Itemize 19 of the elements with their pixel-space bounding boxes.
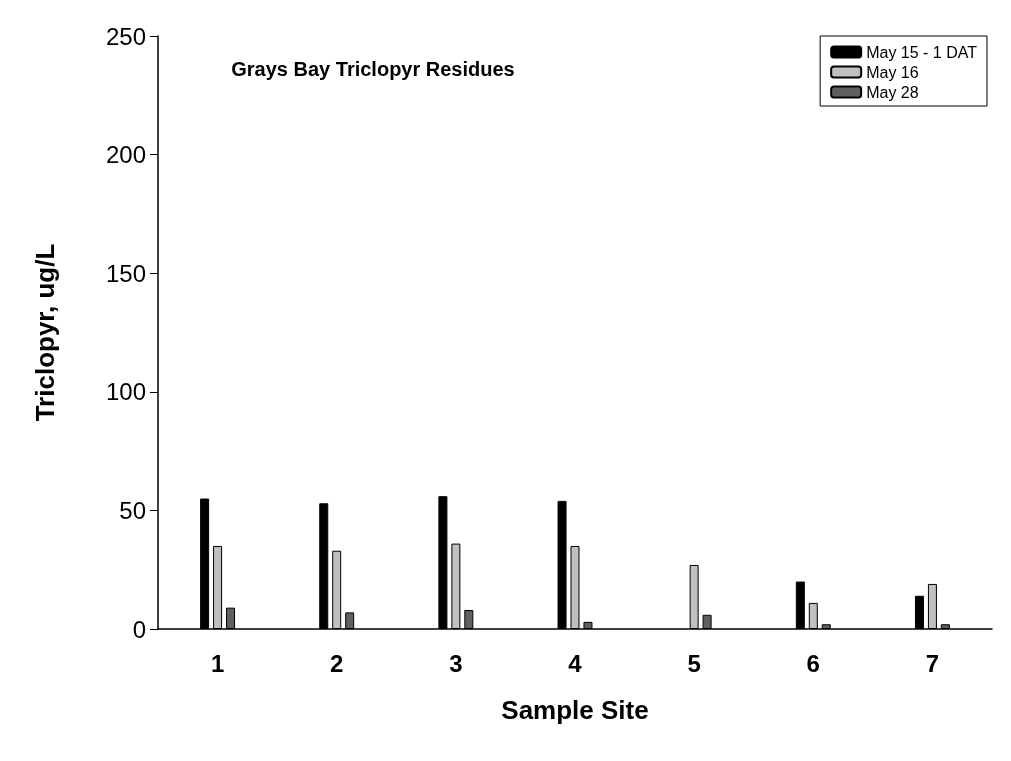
y-tick-label: 0	[132, 615, 146, 643]
y-tick-label: 50	[119, 496, 146, 524]
x-axis-title: Sample Site	[501, 695, 649, 725]
legend-label: May 28	[866, 83, 919, 101]
x-tick-label: 2	[330, 649, 344, 677]
x-tick-label: 4	[568, 649, 583, 677]
x-tick-label: 6	[806, 649, 820, 677]
x-tick-label: 1	[210, 649, 225, 677]
y-tick-label: 250	[105, 22, 146, 50]
x-tick-label: 3	[449, 649, 463, 677]
legend-label: May 16	[866, 63, 919, 81]
x-tick-label: 5	[687, 649, 701, 677]
x-tick-label: 7	[925, 649, 940, 677]
legend-label: May 15 - 1 DAT	[866, 43, 978, 61]
y-tick-label: 150	[105, 259, 146, 287]
y-tick-label: 100	[105, 378, 146, 406]
text: Grays Bay Triclopyr Residues	[231, 58, 515, 80]
y-tick-label: 200	[105, 141, 146, 169]
y-axis-title: Triclopyr, ug/L	[30, 243, 60, 422]
